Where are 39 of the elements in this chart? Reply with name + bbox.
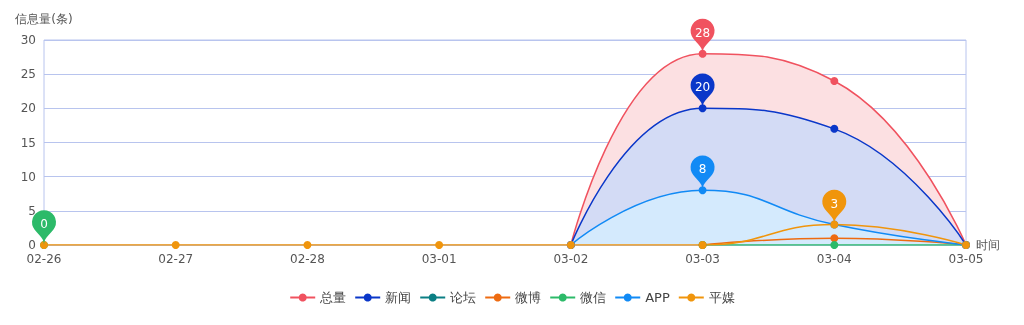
data-label: 8 [698,162,707,177]
legend-label: 微博 [515,290,542,305]
point [830,124,839,133]
point [698,104,707,113]
data-label: 20 [694,80,711,95]
legend-label: 新闻 [385,290,412,305]
point [698,49,707,58]
x-tick-label: 03-03 [685,252,721,266]
y-tick-label: 20 [20,101,36,116]
y-tick-label: 5 [28,203,36,218]
y-tick-label: 25 [20,67,36,82]
legend-label: APP [645,290,670,305]
legend-label: 微信 [580,290,607,305]
data-label: 3 [830,196,839,211]
legend-label: 论坛 [450,290,477,305]
data-label: 0 [40,217,48,232]
x-tick-label: 03-05 [948,252,984,266]
point [830,234,839,243]
point [698,186,707,195]
point [830,77,839,85]
y-tick-label: 0 [28,238,36,252]
x-tick-label: 03-01 [421,252,457,266]
point [435,241,444,249]
y-axis-title: 信息量(条) [15,12,73,26]
x-tick-label: 03-02 [553,252,589,266]
x-tick-label: 03-04 [816,252,852,266]
y-tick-label: 15 [20,135,36,150]
point [171,241,180,249]
x-tick-label: 02-28 [289,252,325,266]
point [830,241,839,249]
point [303,241,312,249]
legend-label: 总量 [319,290,347,305]
data-label: 28 [694,25,711,40]
y-tick-label: 30 [20,33,36,47]
y-tick-label: 10 [20,169,36,184]
legend-label: 平媒 [708,290,735,305]
x-tick-label: 02-26 [26,252,62,266]
x-tick-label: 02-27 [158,252,194,266]
x-axis-title: 时间 [976,238,1000,252]
